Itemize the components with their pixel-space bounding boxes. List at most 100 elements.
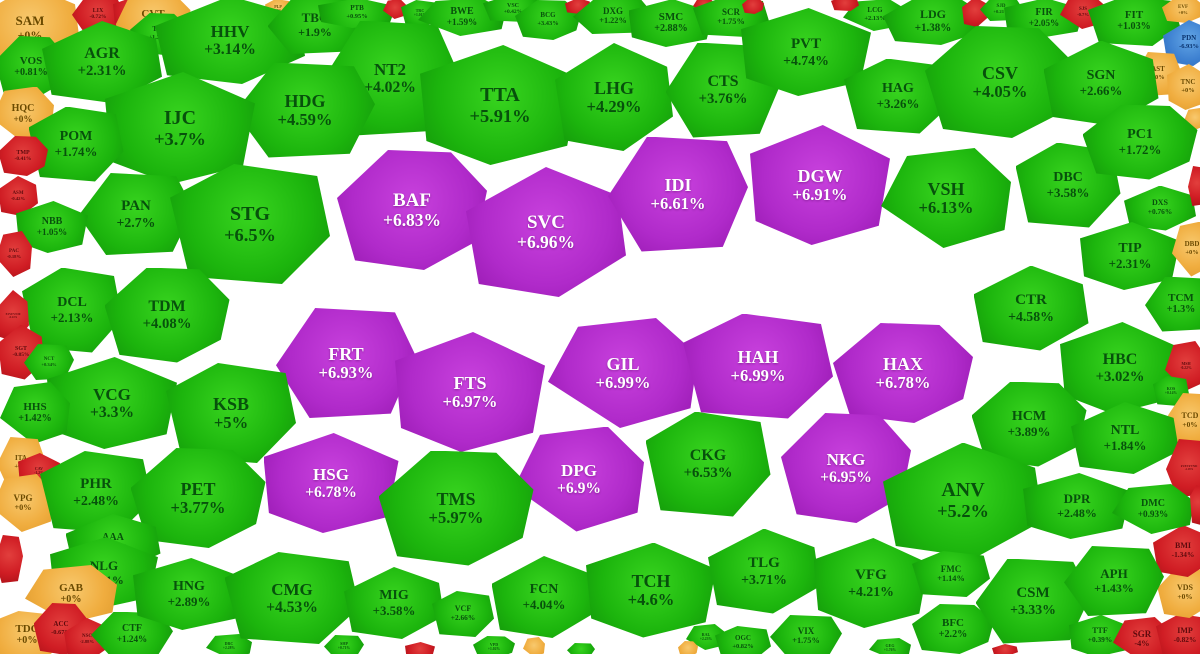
cell-DGW[interactable]: DGW +6.91% [750, 125, 890, 245]
ticker-label: TMS [436, 488, 476, 509]
change-percent: +3.7% [154, 128, 206, 149]
cell-small-119[interactable] [678, 641, 698, 654]
cell-VFG[interactable]: VFG +4.21% [813, 538, 929, 628]
cell-DPR[interactable]: DPR +2.48% [1023, 473, 1131, 539]
ticker-label: MSH [1181, 360, 1191, 366]
cell-IDI[interactable]: IDI +6.61% [608, 136, 748, 252]
cell-VDS[interactable]: VDS +0% [1157, 568, 1200, 618]
change-percent: +0.71% [337, 646, 351, 651]
cell-SVC[interactable]: SVC +6.96% [466, 167, 626, 297]
ticker-label: FRT [328, 343, 364, 364]
ticker-label: GEG [885, 642, 895, 648]
cell-CTR[interactable]: CTR +4.58% [973, 265, 1089, 351]
cell-TDM[interactable]: TDM +4.08% [104, 267, 230, 363]
change-percent: +2.13% [864, 15, 886, 23]
cell-LHG[interactable]: LHG +4.29% [555, 43, 673, 151]
change-percent: +6.93% [318, 362, 374, 382]
cell-VCF[interactable]: VCF +2.66% [432, 591, 494, 637]
change-percent: +0% [16, 635, 38, 647]
cell-CKG[interactable]: CKG +6.53% [645, 411, 771, 517]
change-percent: -4% [1134, 639, 1150, 649]
cell-BAF[interactable]: BAF +6.83% [337, 150, 487, 270]
change-percent: -0.22% [1180, 366, 1192, 371]
cell-small-97[interactable] [0, 535, 23, 583]
cell-EVF[interactable]: EVF +0% [1162, 0, 1200, 23]
ticker-label: BCG [540, 11, 556, 20]
ticker-label: GIL [606, 353, 640, 374]
change-percent: +1.22% [599, 16, 627, 26]
cell-TCH[interactable]: TCH +4.6% [586, 542, 716, 638]
cell-BMI[interactable]: BMI -1.34% [1153, 525, 1200, 577]
change-percent: +4.05% [972, 81, 1028, 101]
ticker-label: DPG [561, 460, 597, 480]
change-percent: +1.02% [487, 647, 501, 652]
change-percent: +2.05% [1028, 18, 1060, 29]
cell-NTL[interactable]: NTL +1.84% [1071, 402, 1179, 474]
cell-IMP[interactable]: IMP -0.82% [1156, 614, 1200, 654]
cell-VSH[interactable]: VSH +6.13% [881, 148, 1011, 248]
cell-KSB[interactable]: KSB +5% [166, 363, 296, 463]
cell-small-115[interactable] [567, 643, 595, 654]
change-percent: +6.99% [730, 365, 786, 385]
ticker-label: DRC [224, 640, 234, 646]
ticker-label: AST [1151, 65, 1165, 74]
ticker-label: MIG [379, 587, 409, 603]
change-percent: +0.39% [1087, 635, 1113, 645]
ticker-label: CAV [34, 465, 44, 471]
cell-small-9[interactable] [383, 0, 407, 19]
change-percent: +2.28% [222, 646, 236, 651]
ticker-label: HDG [284, 90, 326, 111]
change-percent: +6.9% [556, 479, 602, 497]
cell-DPG[interactable]: DPG +6.9% [514, 426, 644, 532]
cell-MIG[interactable]: MIG +3.58% [344, 567, 444, 639]
cell-DBD[interactable]: DBD +0% [1172, 221, 1200, 277]
change-percent: +0.95% [346, 13, 368, 21]
change-percent: +4.59% [277, 109, 333, 129]
change-percent: +5.91% [469, 105, 531, 126]
cell-TCM[interactable]: TCM +1.3% [1145, 276, 1200, 332]
change-percent: +5% [213, 412, 249, 432]
ticker-label: HAH [737, 346, 779, 367]
ticker-label: FIT [1124, 9, 1144, 22]
cell-small-28[interactable] [831, 0, 859, 11]
ticker-label: POM [59, 128, 93, 144]
cell-TLG[interactable]: TLG +3.71% [708, 528, 820, 614]
change-percent: +0% [1177, 592, 1193, 602]
cell-STG[interactable]: STG +6.5% [170, 164, 330, 284]
cell-HAH[interactable]: HAH +6.99% [683, 313, 833, 419]
change-percent: +1.43% [1094, 580, 1134, 595]
cell-small-23[interactable] [742, 0, 764, 14]
change-percent: +1.75% [717, 17, 745, 27]
cell-small-61[interactable] [1188, 166, 1200, 206]
change-percent: +3.43% [537, 20, 559, 28]
ticker-label: GAB [59, 582, 83, 595]
cell-GIL[interactable]: GIL +6.99% [548, 318, 698, 428]
change-percent: +1.3% [1166, 304, 1196, 316]
cell-small-110[interactable] [405, 642, 435, 654]
cell-GEG[interactable]: GEG +1.76% [869, 638, 911, 654]
change-percent: +6.91% [792, 184, 848, 204]
cell-FRT[interactable]: FRT +6.93% [276, 308, 416, 418]
ticker-label: VSC [506, 2, 519, 9]
cell-DRC[interactable]: DRC +2.28% [206, 634, 252, 654]
cell-FCN[interactable]: FCN +4.04% [491, 556, 597, 638]
ticker-label: STG [229, 202, 271, 225]
cell-SHP[interactable]: SHP +0.71% [324, 635, 364, 654]
cell-small-136[interactable] [1190, 485, 1200, 525]
cell-FTS[interactable]: FTS +6.97% [395, 332, 545, 452]
ticker-label: AAA [102, 532, 124, 544]
cell-CMG[interactable]: CMG +4.53% [224, 552, 360, 644]
cell-HSG[interactable]: HSG +6.78% [263, 433, 399, 533]
cell-OGC[interactable]: OGC +0.82% [715, 626, 771, 654]
cell-small-111[interactable] [523, 637, 545, 654]
cell-FMC[interactable]: FMC +1.14% [912, 551, 990, 597]
cell-TMS[interactable]: TMS +5.97% [378, 450, 534, 566]
ticker-label: APH [1100, 566, 1128, 582]
cell-small-126[interactable] [992, 644, 1018, 654]
change-percent: -0.18% [6, 254, 22, 260]
ticker-label: VPG [13, 493, 33, 504]
ticker-label: NLG [89, 558, 119, 574]
cell-VIX[interactable]: VIX +1.75% [770, 615, 842, 654]
cell-VPD[interactable]: VPD +1.02% [473, 636, 515, 654]
cell-HAX[interactable]: HAX +6.78% [833, 323, 973, 423]
